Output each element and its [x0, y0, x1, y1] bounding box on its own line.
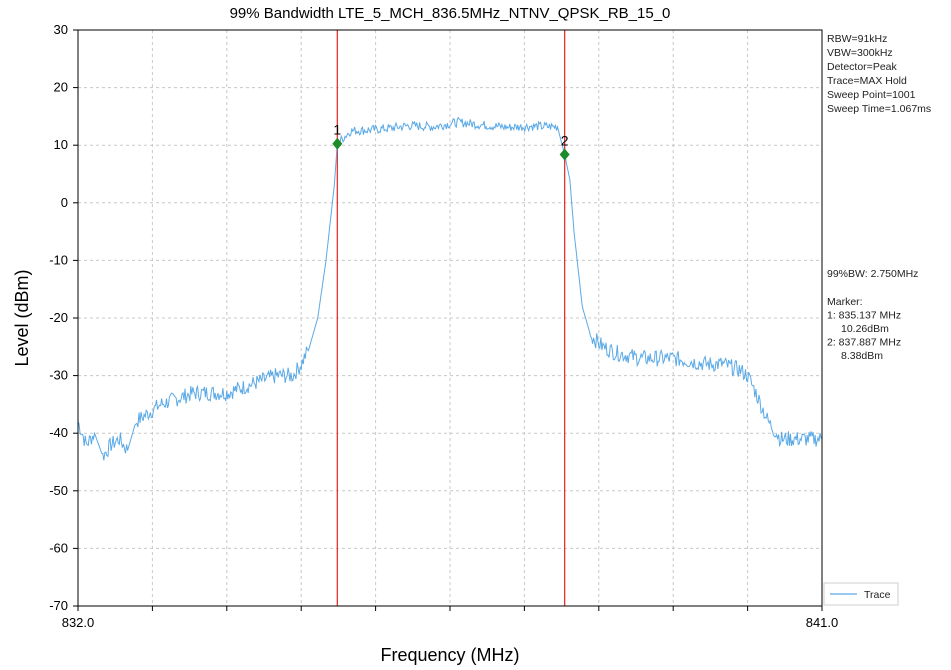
y-tick-label: -40: [49, 425, 68, 440]
marker-readout-line: 2: 837.887 MHz: [827, 337, 901, 349]
y-tick-label: -30: [49, 368, 68, 383]
marker-readout-line: 1: 835.137 MHz: [827, 310, 901, 322]
settings-line: Sweep Time=1.067ms: [827, 103, 931, 115]
x-tick-label: 832.0: [62, 615, 95, 630]
y-axis-ticks: 30 20 10 0 -10 -20 -30 -40 -50 -60 -70: [49, 22, 78, 613]
grid: [78, 29, 822, 607]
bandwidth-readout: 99%BW: 2.750MHz: [827, 268, 918, 280]
marker-readout-line: 10.26dBm: [841, 323, 889, 335]
y-tick-label: 0: [61, 195, 68, 210]
settings-panel: RBW=91kHz VBW=300kHz Detector=Peak Trace=MA…: [827, 33, 931, 115]
legend-box: [823, 582, 899, 606]
marker-lines: [336, 30, 566, 606]
y-tick-label: -20: [49, 310, 68, 325]
marker-point-1: [332, 137, 343, 150]
settings-line: RBW=91kHz: [827, 33, 887, 45]
y-tick-label: 30: [54, 22, 68, 37]
x-axis-label: Frequency (MHz): [380, 645, 519, 665]
x-axis-ticks: 832.0 841.0: [62, 606, 839, 630]
settings-line: Sweep Point=1001: [827, 89, 916, 101]
settings-line: Trace=MAX Hold: [827, 75, 907, 87]
settings-line: VBW=300kHz: [827, 47, 893, 59]
marker-label-2: 2: [561, 133, 569, 149]
y-tick-label: 10: [54, 137, 68, 152]
x-tick-label: 841.0: [806, 615, 839, 630]
settings-line: Detector=Peak: [827, 61, 897, 73]
y-tick-label: -10: [49, 252, 68, 267]
legend-label: Trace: [864, 589, 891, 601]
marker-point-2: [559, 148, 570, 161]
chart-title: 99% Bandwidth LTE_5_MCH_836.5MHz_NTNV_QP…: [230, 5, 671, 22]
marker-label-1: 1: [333, 122, 341, 138]
y-tick-label: -70: [49, 598, 68, 613]
trace-line: [77, 116, 823, 461]
marker-readout-line: 8.38dBm: [841, 350, 883, 362]
marker-readout-line: Marker:: [827, 296, 863, 308]
marker-points: 12: [332, 122, 570, 161]
legend: Trace: [823, 582, 899, 606]
y-tick-label: -50: [49, 483, 68, 498]
y-tick-label: -60: [49, 540, 68, 555]
y-tick-label: 20: [54, 80, 68, 95]
y-axis-label: Level (dBm): [12, 269, 32, 366]
